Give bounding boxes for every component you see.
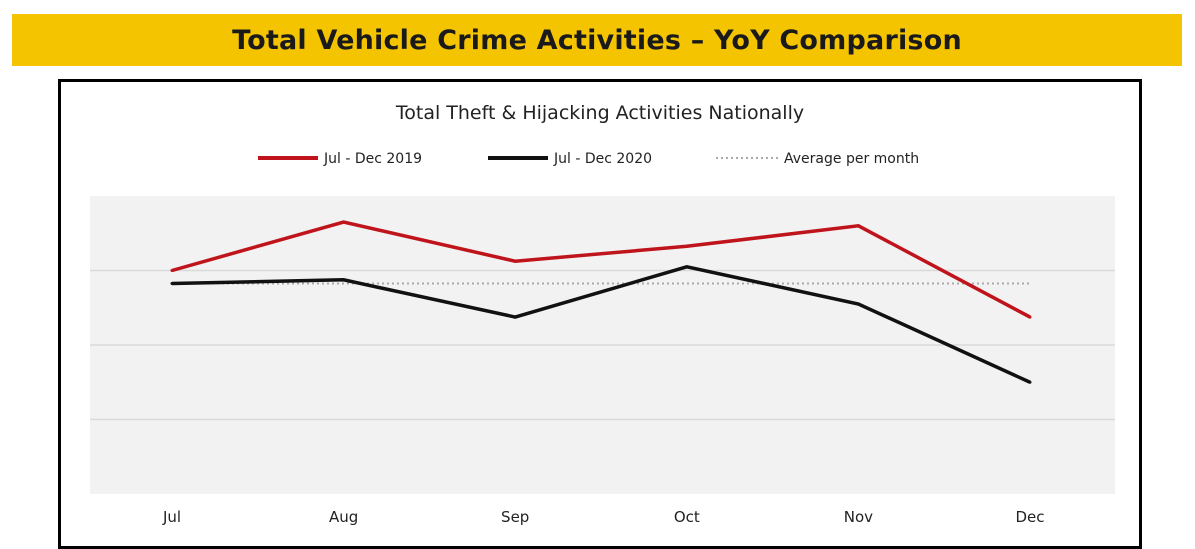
- header-banner: Total Vehicle Crime Activities – YoY Com…: [12, 14, 1182, 66]
- line-chart: Total Theft & Hijacking Activities Natio…: [90, 102, 1115, 526]
- data-point-0-3: [685, 244, 689, 248]
- x-tick-label-3: Oct: [674, 508, 700, 526]
- data-point-1-0: [170, 282, 174, 286]
- series-line-0: [171, 220, 1031, 319]
- data-point-1-4: [856, 302, 860, 306]
- data-point-0-0: [170, 269, 174, 272]
- series-line-1: [171, 264, 1031, 384]
- legend-label-2: Average per month: [784, 151, 919, 167]
- data-point-1-5: [1028, 380, 1032, 384]
- data-point-0-4: [856, 224, 860, 228]
- x-tick-label-2: Sep: [501, 508, 529, 526]
- x-tick-label-0: Jul: [162, 508, 181, 526]
- data-point-1-2: [513, 315, 517, 319]
- x-tick-label-1: Aug: [329, 508, 358, 526]
- legend-label-1: Jul - Dec 2020: [553, 151, 652, 167]
- x-tick-label-4: Nov: [844, 508, 873, 526]
- x-tick-label-5: Dec: [1015, 508, 1044, 526]
- banner-title: Total Vehicle Crime Activities – YoY Com…: [232, 24, 962, 56]
- legend-label-0: Jul - Dec 2019: [323, 151, 422, 167]
- data-point-1-1: [342, 278, 346, 282]
- chart-title: Total Theft & Hijacking Activities Natio…: [395, 102, 804, 124]
- data-point-1-3: [685, 265, 689, 269]
- data-point-0-1: [342, 220, 346, 224]
- data-point-0-5: [1028, 315, 1032, 319]
- data-point-0-2: [513, 259, 517, 263]
